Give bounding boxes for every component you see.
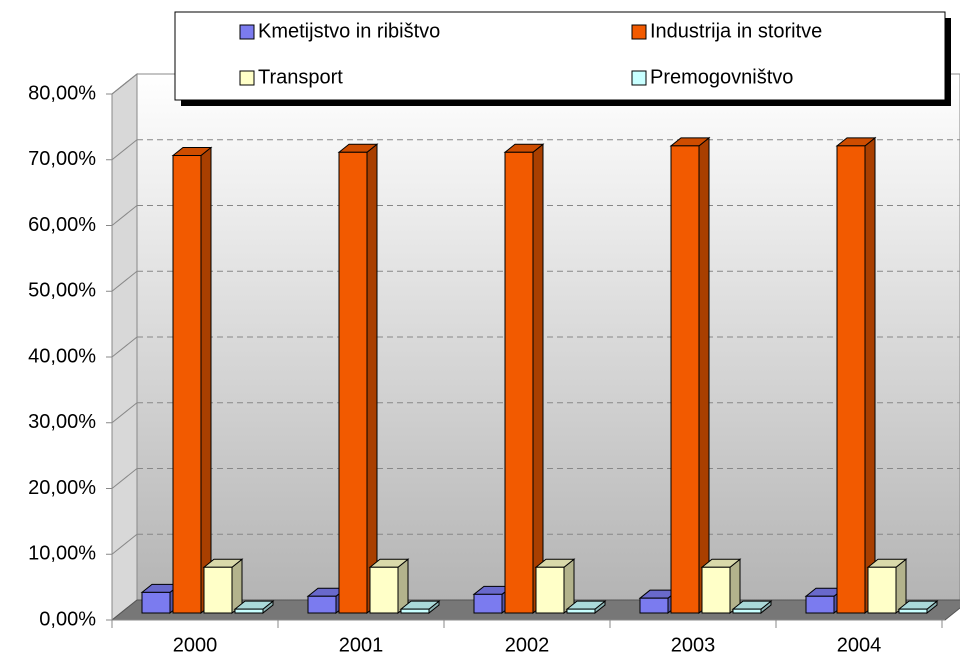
x-tick-label: 2002 bbox=[505, 634, 550, 656]
bar bbox=[732, 608, 762, 614]
x-tick-label: 2000 bbox=[173, 634, 218, 656]
legend-label: Transport bbox=[258, 66, 343, 88]
bar bbox=[141, 591, 171, 614]
y-tick-label: 70,00% bbox=[28, 148, 96, 170]
bar bbox=[898, 608, 928, 614]
x-tick-label: 2003 bbox=[671, 634, 716, 656]
bar-side bbox=[366, 143, 378, 615]
bar bbox=[805, 595, 835, 614]
y-tick-label: 0,00% bbox=[39, 608, 96, 630]
bar bbox=[307, 595, 337, 614]
grid-line bbox=[111, 402, 138, 424]
x-tick-label: 2001 bbox=[339, 634, 384, 656]
legend-swatch bbox=[631, 24, 647, 40]
y-tick-label: 60,00% bbox=[28, 214, 96, 236]
bar-side bbox=[698, 136, 710, 615]
bar bbox=[535, 566, 565, 614]
y-tick-label: 30,00% bbox=[28, 411, 96, 433]
grid-line bbox=[111, 468, 138, 489]
legend bbox=[174, 11, 946, 101]
bar bbox=[338, 151, 368, 614]
x-tick-label: 2004 bbox=[837, 634, 882, 656]
legend-swatch bbox=[239, 24, 255, 40]
bar bbox=[701, 566, 731, 614]
y-tick-label: 80,00% bbox=[28, 82, 96, 104]
legend-label: Kmetijstvo in ribištvo bbox=[258, 20, 440, 42]
y-tick-label: 50,00% bbox=[28, 280, 96, 302]
bar bbox=[504, 151, 534, 614]
bar-side bbox=[532, 143, 544, 615]
bar bbox=[836, 145, 866, 614]
bar bbox=[670, 145, 700, 614]
grid-line bbox=[111, 270, 138, 292]
bar bbox=[473, 593, 503, 614]
grid-line bbox=[111, 205, 138, 226]
legend-swatch bbox=[239, 70, 255, 86]
legend-label: Premogovništvo bbox=[650, 66, 793, 88]
grid-line bbox=[111, 533, 138, 555]
bar bbox=[369, 566, 399, 614]
grid-line bbox=[111, 336, 138, 358]
bar-side bbox=[200, 146, 212, 615]
y-axis-top bbox=[111, 73, 138, 95]
bar bbox=[566, 608, 596, 614]
bar bbox=[400, 608, 430, 614]
y-tick-label: 40,00% bbox=[28, 345, 96, 367]
bar bbox=[867, 566, 897, 614]
bar bbox=[639, 597, 669, 614]
legend-label: Industrija in storitve bbox=[650, 20, 822, 42]
bar bbox=[172, 155, 202, 614]
legend-swatch bbox=[631, 70, 647, 86]
y-tick-label: 10,00% bbox=[28, 543, 96, 565]
bar bbox=[234, 608, 264, 614]
bar-side bbox=[864, 136, 876, 615]
grid-line bbox=[111, 139, 138, 161]
y-tick-label: 20,00% bbox=[28, 477, 96, 499]
bar bbox=[203, 566, 233, 614]
